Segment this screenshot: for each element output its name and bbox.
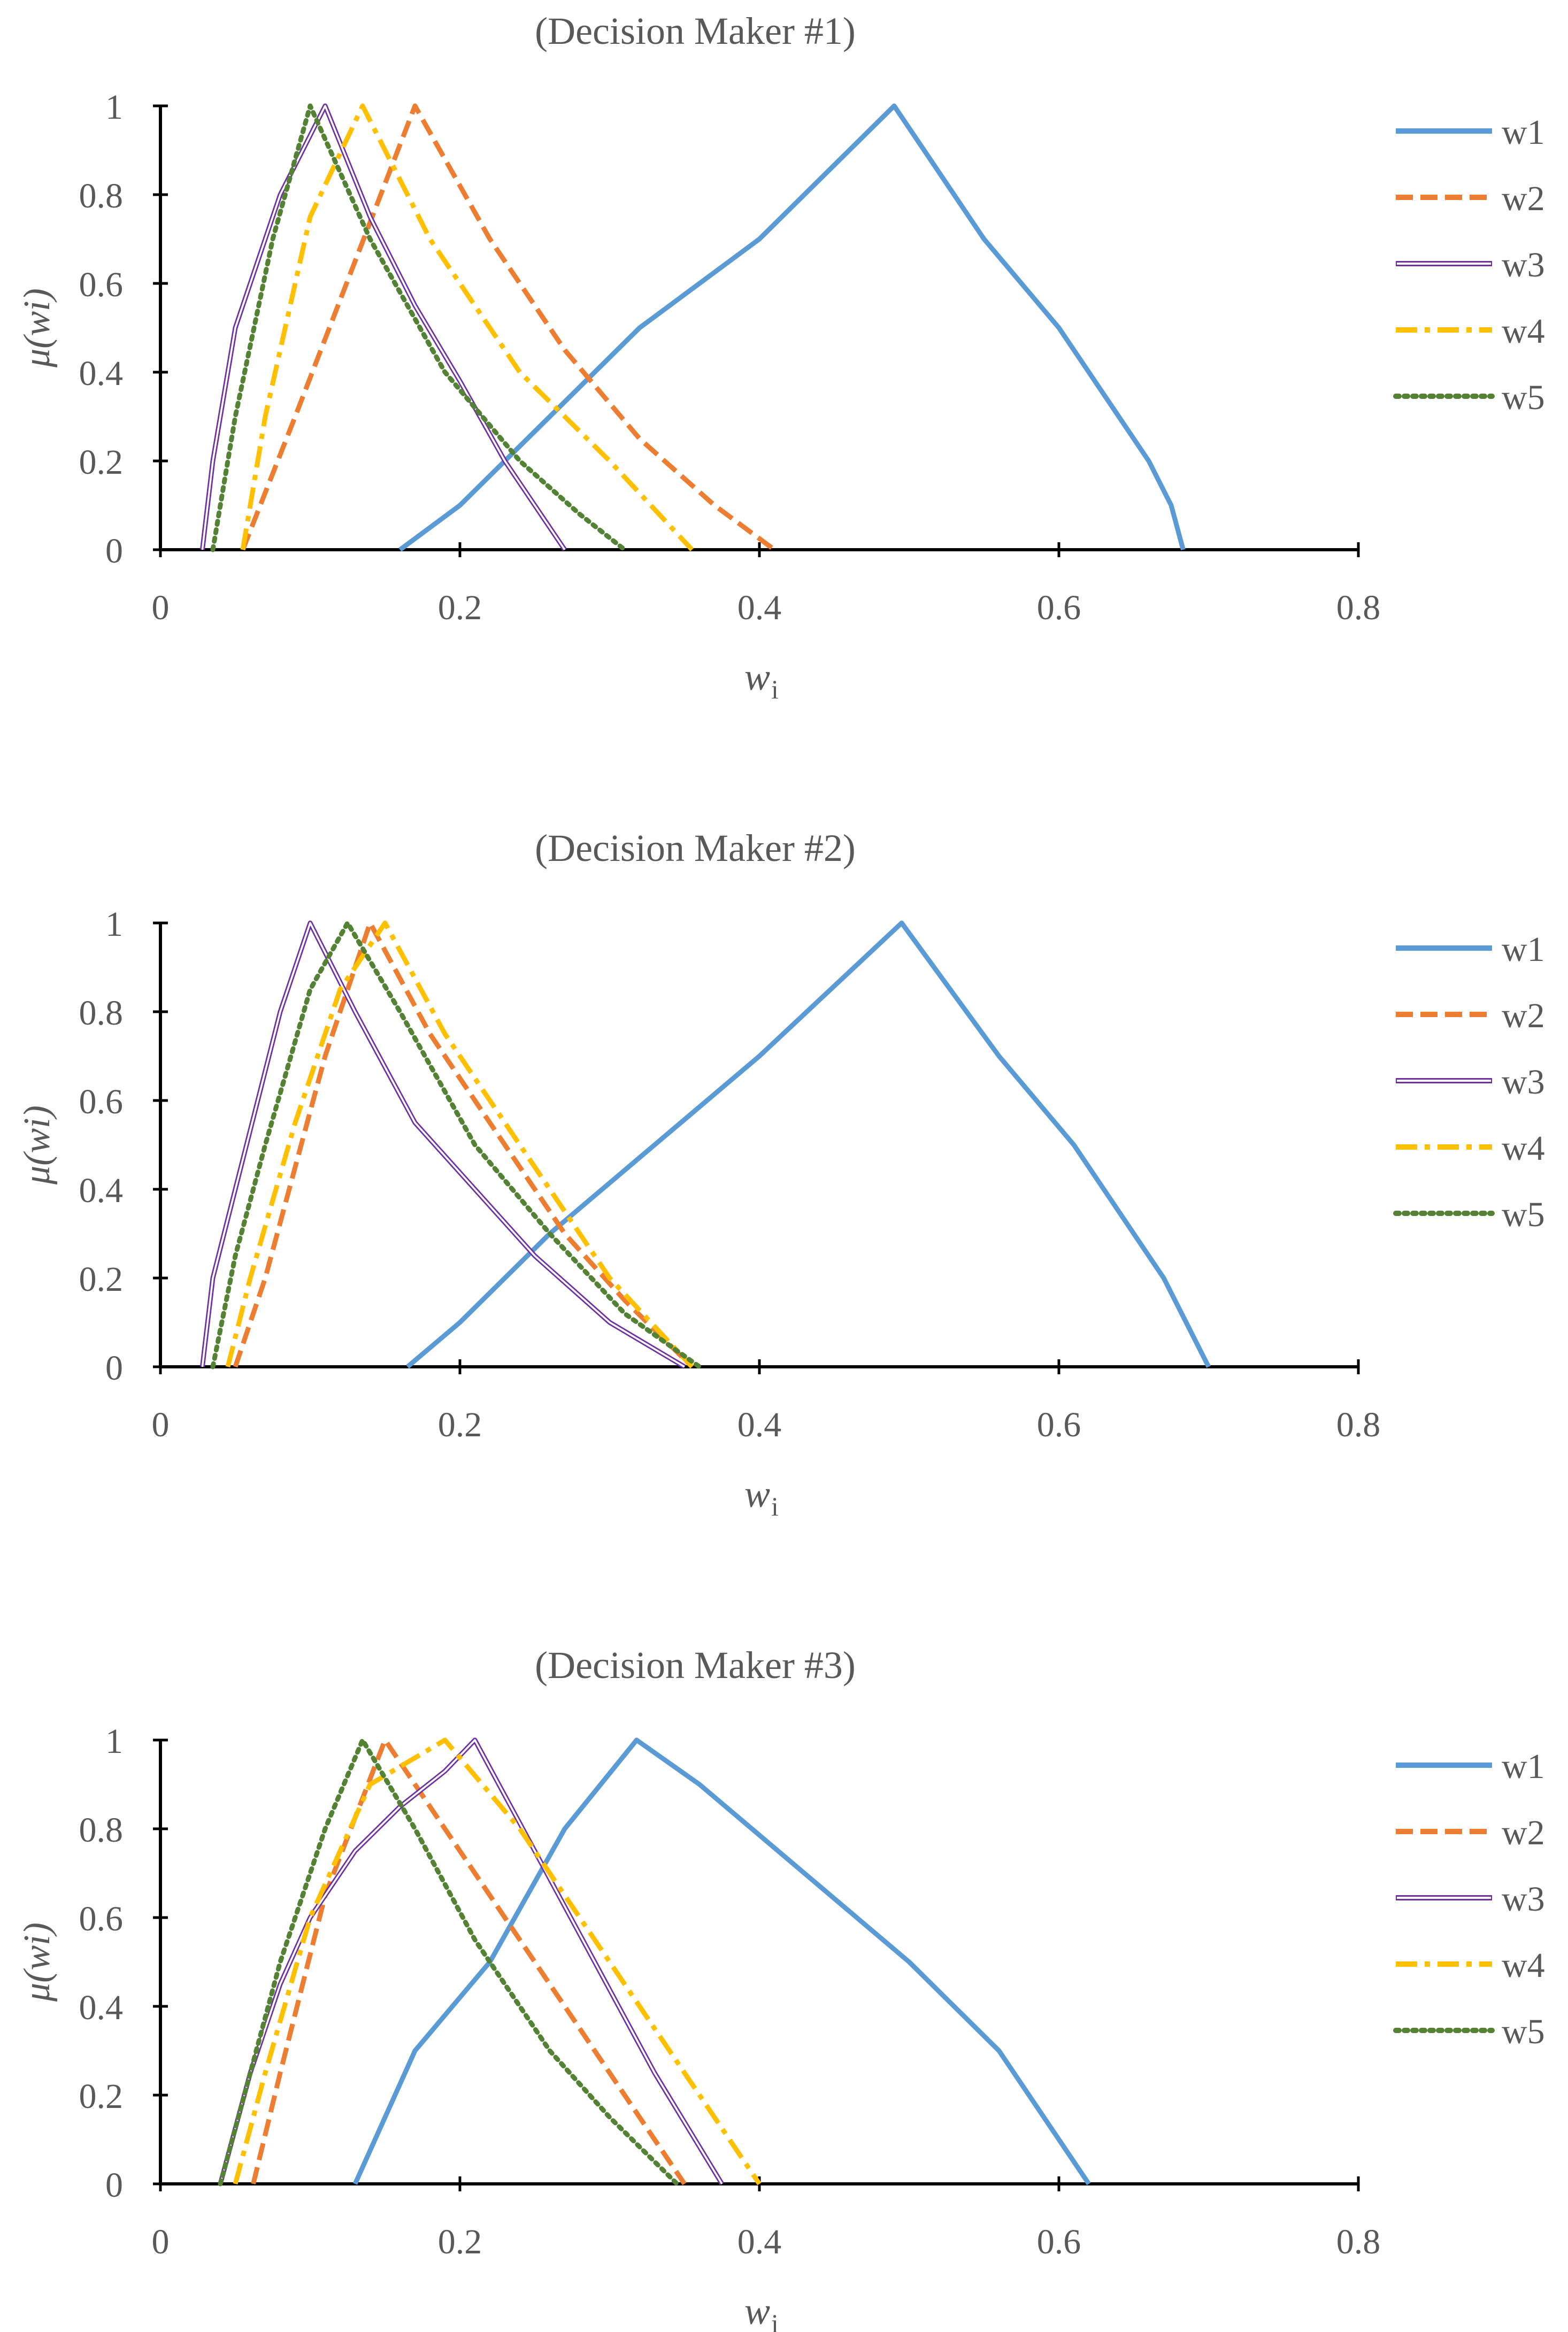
y-tick-label: 0.8 bbox=[79, 994, 124, 1033]
x-axis-label-subscript: i bbox=[771, 674, 779, 704]
y-tick-label: 0.4 bbox=[79, 1171, 124, 1210]
y-tick-label: 0.8 bbox=[79, 1811, 124, 1850]
x-tick-label: 0 bbox=[152, 2222, 170, 2261]
series-line-w4 bbox=[240, 103, 694, 552]
y-tick-label: 0.8 bbox=[79, 176, 124, 216]
x-axis-label: w bbox=[744, 2290, 770, 2332]
y-tick-label: 1 bbox=[105, 905, 123, 944]
x-tick-label: 0.2 bbox=[438, 2222, 482, 2261]
x-tick-label: 0.6 bbox=[1037, 2222, 1081, 2261]
y-tick-label: 1 bbox=[105, 1722, 123, 1761]
chart-panel-2: (Decision Maker #2) 0 0.2 0.4 0.6 0.8 1 0 0.2 0.4… bbox=[17, 827, 1545, 1521]
x-tick-label: 0.4 bbox=[737, 1405, 782, 1444]
series-line-inner-w3 bbox=[201, 105, 566, 550]
y-axis-label: μ(wi) bbox=[17, 1922, 58, 2002]
chart-title: (Decision Maker #2) bbox=[535, 827, 856, 869]
x-tick-label: 0 bbox=[152, 588, 170, 627]
series-line-w4 bbox=[233, 1737, 762, 2185]
series-line-inner-w3 bbox=[219, 1739, 723, 2184]
x-tick-label: 0.6 bbox=[1037, 1405, 1081, 1444]
x-tick-label: 0 bbox=[152, 1405, 170, 1444]
series-line-w3 bbox=[199, 103, 567, 551]
x-axis-label: w bbox=[744, 656, 770, 698]
x-tick-label: 0.6 bbox=[1037, 588, 1081, 627]
x-tick-label: 0.4 bbox=[737, 588, 782, 627]
legend-label-w1: w1 bbox=[1502, 113, 1545, 152]
legend-label-w3: w3 bbox=[1502, 1063, 1545, 1102]
series-line-w1 bbox=[398, 103, 1186, 552]
chart-panel-3: (Decision Maker #3) 0 0.2 0.4 0.6 0.8 1 0 0.2 0.4… bbox=[17, 1644, 1545, 2332]
legend-label-w1: w1 bbox=[1502, 1747, 1545, 1786]
y-tick-label: 0 bbox=[105, 1349, 123, 1388]
y-tick-label: 1 bbox=[105, 88, 123, 127]
y-tick-label: 0.2 bbox=[79, 1260, 124, 1299]
series-line-w5 bbox=[210, 920, 702, 1369]
y-tick-label: 0.6 bbox=[79, 265, 124, 304]
y-tick-label: 0.4 bbox=[79, 1988, 124, 2027]
series-line-w2 bbox=[240, 103, 776, 552]
legend-label-w3: w3 bbox=[1502, 245, 1545, 284]
chart-title: (Decision Maker #1) bbox=[535, 10, 856, 52]
x-tick-label: 0.8 bbox=[1336, 2222, 1381, 2261]
legend-label-w2: w2 bbox=[1502, 996, 1545, 1035]
legend-label-w5: w5 bbox=[1502, 2012, 1545, 2051]
x-axis-label-subscript: i bbox=[771, 1491, 779, 1521]
legend-label-w5: w5 bbox=[1502, 378, 1545, 417]
legend-label-w4: w4 bbox=[1502, 312, 1545, 351]
y-tick-label: 0 bbox=[105, 532, 123, 571]
y-tick-label: 0.2 bbox=[79, 2077, 124, 2116]
y-axis-label: μ(wi) bbox=[17, 1105, 58, 1185]
x-tick-label: 0.2 bbox=[438, 1405, 482, 1444]
legend-label-w3: w3 bbox=[1502, 1880, 1545, 1919]
y-tick-label: 0.4 bbox=[79, 354, 124, 393]
series-line-w3 bbox=[218, 1737, 724, 2185]
x-axis-label: w bbox=[744, 1473, 770, 1515]
legend-label-w4: w4 bbox=[1502, 1946, 1545, 1985]
y-axis-label: μ(wi) bbox=[17, 288, 58, 368]
y-tick-label: 0 bbox=[105, 2166, 123, 2205]
series-line-w1 bbox=[406, 920, 1211, 1369]
series-line-w2 bbox=[251, 1737, 687, 2185]
legend-label-w2: w2 bbox=[1502, 1813, 1545, 1852]
legend-label-w1: w1 bbox=[1502, 930, 1545, 969]
x-tick-label: 0.4 bbox=[737, 2222, 782, 2261]
chart-panel-1: (Decision Maker #1) 0 0.2 0.4 0.6 0.8 1 0 0.2 0.4… bbox=[17, 10, 1545, 704]
legend-label-w5: w5 bbox=[1502, 1195, 1545, 1234]
y-tick-label: 0.6 bbox=[79, 1899, 124, 1938]
series-line-w1 bbox=[352, 1737, 1091, 2185]
chart-title: (Decision Maker #3) bbox=[535, 1644, 856, 1687]
x-tick-label: 0.8 bbox=[1336, 588, 1381, 627]
y-tick-label: 0.2 bbox=[79, 443, 124, 482]
series-line-w4 bbox=[225, 920, 694, 1369]
x-axis-label-subscript: i bbox=[771, 2308, 779, 2332]
x-tick-label: 0.2 bbox=[438, 588, 482, 627]
x-tick-label: 0.8 bbox=[1336, 1405, 1381, 1444]
series-line-inner-w3 bbox=[201, 922, 685, 1368]
legend-label-w2: w2 bbox=[1502, 179, 1545, 218]
legend-label-w4: w4 bbox=[1502, 1129, 1545, 1168]
series-line-w5 bbox=[210, 103, 627, 552]
series-line-w2 bbox=[233, 920, 694, 1369]
series-line-w5 bbox=[218, 1737, 680, 2187]
y-tick-label: 0.6 bbox=[79, 1082, 124, 1121]
